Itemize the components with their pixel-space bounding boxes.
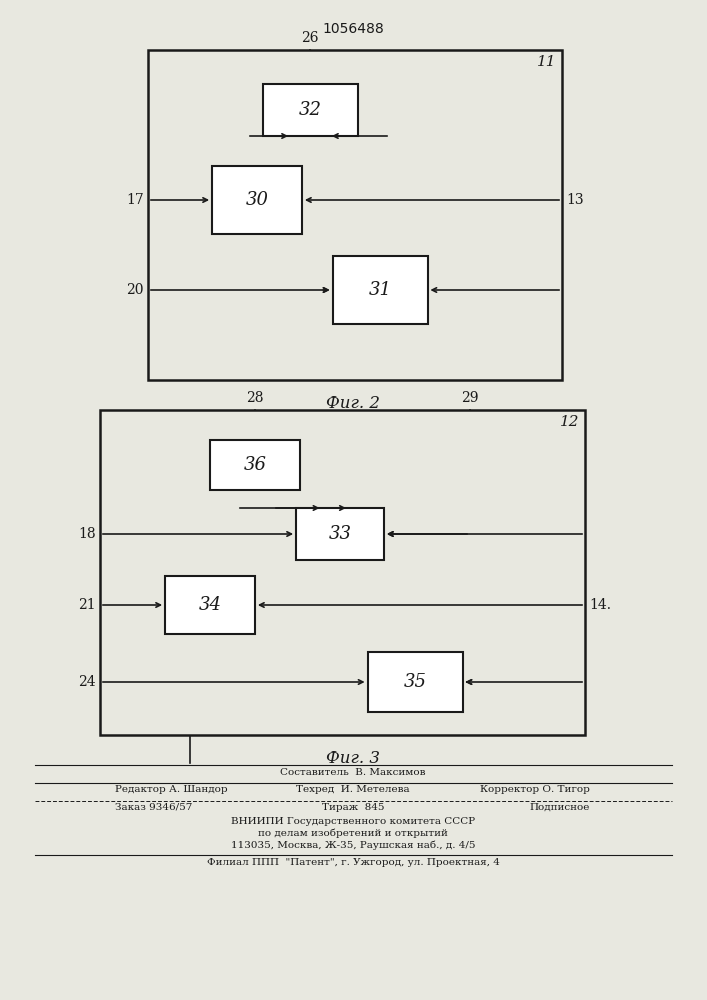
Bar — [165, 576, 255, 634]
Text: 14.: 14. — [589, 598, 611, 612]
Text: Составитель  В. Максимов: Составитель В. Максимов — [280, 768, 426, 777]
Bar — [368, 652, 462, 712]
Text: Редактор А. Шандор: Редактор А. Шандор — [115, 785, 228, 794]
Text: Подписное: Подписное — [530, 803, 590, 812]
Text: ВНИИПИ Государственного комитета СССР: ВНИИПИ Государственного комитета СССР — [231, 817, 475, 826]
Text: 21: 21 — [78, 598, 96, 612]
Text: 28: 28 — [246, 391, 264, 405]
Bar — [148, 50, 562, 380]
Text: 24: 24 — [78, 675, 96, 689]
Bar — [262, 84, 358, 136]
Text: Филиал ППП  "Патент", г. Ужгород, ул. Проектная, 4: Филиал ППП "Патент", г. Ужгород, ул. Про… — [206, 858, 499, 867]
Text: Фиг. 3: Фиг. 3 — [326, 750, 380, 767]
Text: 113035, Москва, Ж-35, Раушская наб., д. 4/5: 113035, Москва, Ж-35, Раушская наб., д. … — [230, 841, 475, 850]
Text: Заказ 9346/57: Заказ 9346/57 — [115, 803, 192, 812]
Text: 11: 11 — [537, 55, 556, 69]
Bar — [210, 440, 300, 490]
Text: Корректор О. Тигор: Корректор О. Тигор — [480, 785, 590, 794]
Text: 30: 30 — [245, 191, 269, 209]
Text: 20: 20 — [127, 283, 144, 297]
Text: 1056488: 1056488 — [322, 22, 384, 36]
Text: 34: 34 — [199, 596, 221, 614]
Text: по делам изобретений и открытий: по делам изобретений и открытий — [258, 829, 448, 838]
Bar — [332, 256, 428, 324]
Text: 29: 29 — [461, 391, 479, 405]
Text: 18: 18 — [78, 527, 96, 541]
Bar — [212, 166, 302, 234]
Bar — [296, 508, 384, 560]
Text: 12: 12 — [559, 415, 579, 429]
Text: Фиг. 2: Фиг. 2 — [326, 395, 380, 412]
Text: Техред  И. Метелева: Техред И. Метелева — [296, 785, 410, 794]
Text: 13: 13 — [566, 193, 583, 207]
Text: 17: 17 — [127, 193, 144, 207]
Text: 33: 33 — [329, 525, 351, 543]
Text: 26: 26 — [301, 31, 319, 45]
Text: 32: 32 — [298, 101, 322, 119]
Text: Тираж  845: Тираж 845 — [322, 803, 384, 812]
Text: 31: 31 — [368, 281, 392, 299]
Text: 36: 36 — [243, 456, 267, 474]
Text: 35: 35 — [404, 673, 426, 691]
Bar — [100, 410, 585, 735]
